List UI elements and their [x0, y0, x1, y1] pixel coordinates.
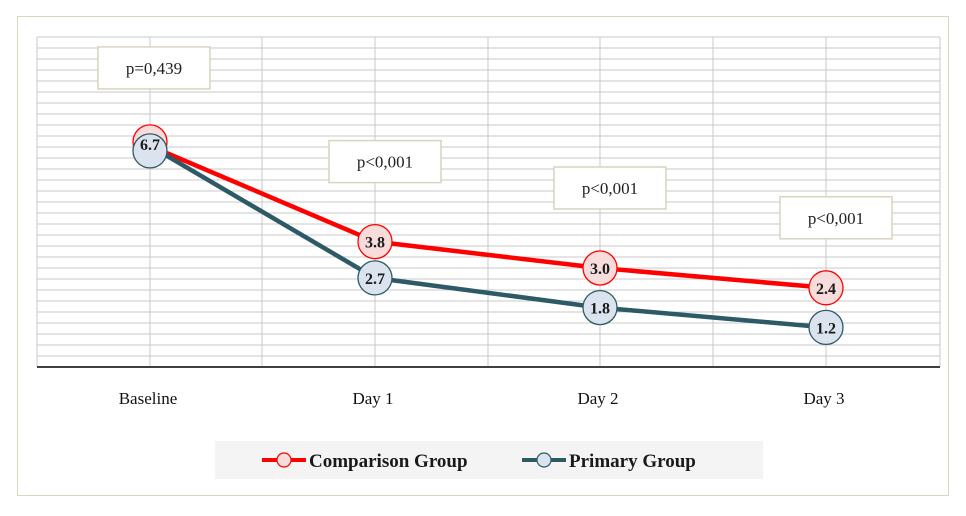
data-point — [808, 270, 844, 306]
legend-label: Comparison Group — [309, 451, 468, 472]
p-value-box — [97, 46, 211, 90]
x-axis-tick-labels: Baseline Day 1 Day 2 Day 3 — [119, 389, 845, 408]
data-label: 3.8 — [365, 235, 385, 252]
data-point — [132, 133, 168, 169]
legend-label: Primary Group — [569, 451, 696, 472]
p-value-box — [553, 166, 667, 210]
data-point — [357, 260, 393, 296]
data-point — [357, 223, 393, 260]
series-lines — [148, 143, 827, 330]
data-label: 3.0 — [590, 261, 610, 278]
data-label: 1.8 — [590, 301, 610, 318]
series-line — [149, 143, 827, 291]
legend-marker — [276, 452, 292, 468]
p-value-label: p<0,001 — [357, 153, 413, 172]
legend-marker — [536, 452, 552, 468]
p-value-label: p<0,001 — [582, 179, 638, 198]
p-value-label: p=0,439 — [126, 59, 182, 78]
x-tick-label: Day 3 — [803, 389, 844, 408]
data-point — [582, 250, 618, 286]
p-value-box — [328, 139, 442, 184]
p-value-label: p<0,001 — [808, 209, 864, 228]
data-label: 1.2 — [816, 320, 836, 337]
series-line — [148, 143, 827, 330]
series-markers: 6.7 3.8 2.7 3.0 1.8 2.4 1.2 — [132, 124, 844, 346]
data-label: 2.4 — [816, 281, 836, 298]
x-tick-label: Day 2 — [577, 389, 618, 408]
x-tick-label: Day 1 — [352, 389, 393, 408]
p-value-boxes: p=0,439 p<0,001 p<0,001 p<0,001 — [97, 46, 893, 240]
data-label: 6.7 — [140, 137, 160, 154]
legend-background — [215, 441, 763, 479]
grid-lines — [36, 36, 941, 368]
data-point — [582, 289, 618, 326]
data-label: 2.7 — [365, 271, 385, 288]
data-point — [808, 309, 844, 346]
x-tick-label: Baseline — [119, 389, 178, 408]
p-value-box — [779, 196, 893, 240]
legend: Comparison Group Primary Group — [215, 441, 763, 479]
